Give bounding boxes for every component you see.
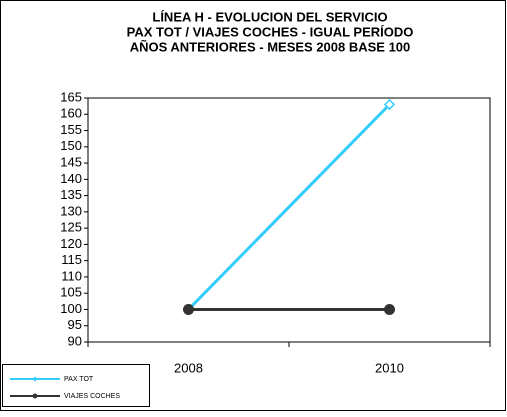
x-tick-label: 2008 (174, 360, 203, 375)
y-tick-label: 150 (60, 138, 82, 153)
y-tick-label: 115 (61, 252, 82, 267)
marker (183, 303, 194, 315)
y-tick-label: 145 (60, 155, 82, 170)
y-tick-label: 95 (68, 317, 82, 332)
y-tick-label: 90 (68, 333, 82, 348)
legend-marker (32, 393, 38, 399)
x-tick-label: 2010 (375, 360, 404, 375)
chart-title: LÍNEA H - EVOLUCION DEL SERVICIO (152, 9, 387, 24)
marker (384, 303, 395, 315)
chart-title: AÑOS ANTERIORES - MESES 2008 BASE 100 (130, 39, 411, 54)
legend-label: PAX TOT (64, 376, 94, 383)
legend-label: VIAJES COCHES (64, 393, 120, 400)
y-tick-label: 120 (60, 236, 82, 251)
line (187, 103, 391, 311)
y-tick-label: 100 (60, 301, 82, 316)
marker (383, 98, 396, 111)
y-tick-label: 110 (61, 268, 82, 283)
y-tick-label: 160 (60, 106, 82, 121)
y-tick-label: 155 (60, 122, 82, 137)
legend-box (2, 364, 150, 407)
y-tick-label: 130 (60, 203, 82, 218)
y-tick-label: 140 (60, 171, 82, 186)
chart-title: PAX TOT / VIAJES COCHES - IGUAL PERÍODO (127, 24, 414, 39)
y-tick-label: 165 (60, 89, 82, 104)
y-tick-label: 135 (60, 187, 82, 202)
legend: PAX TOT VIAJES COCHES (10, 376, 120, 400)
y-tick-label: 105 (60, 285, 82, 300)
legend-marker (32, 376, 38, 382)
y-tick-label: 125 (60, 220, 82, 235)
